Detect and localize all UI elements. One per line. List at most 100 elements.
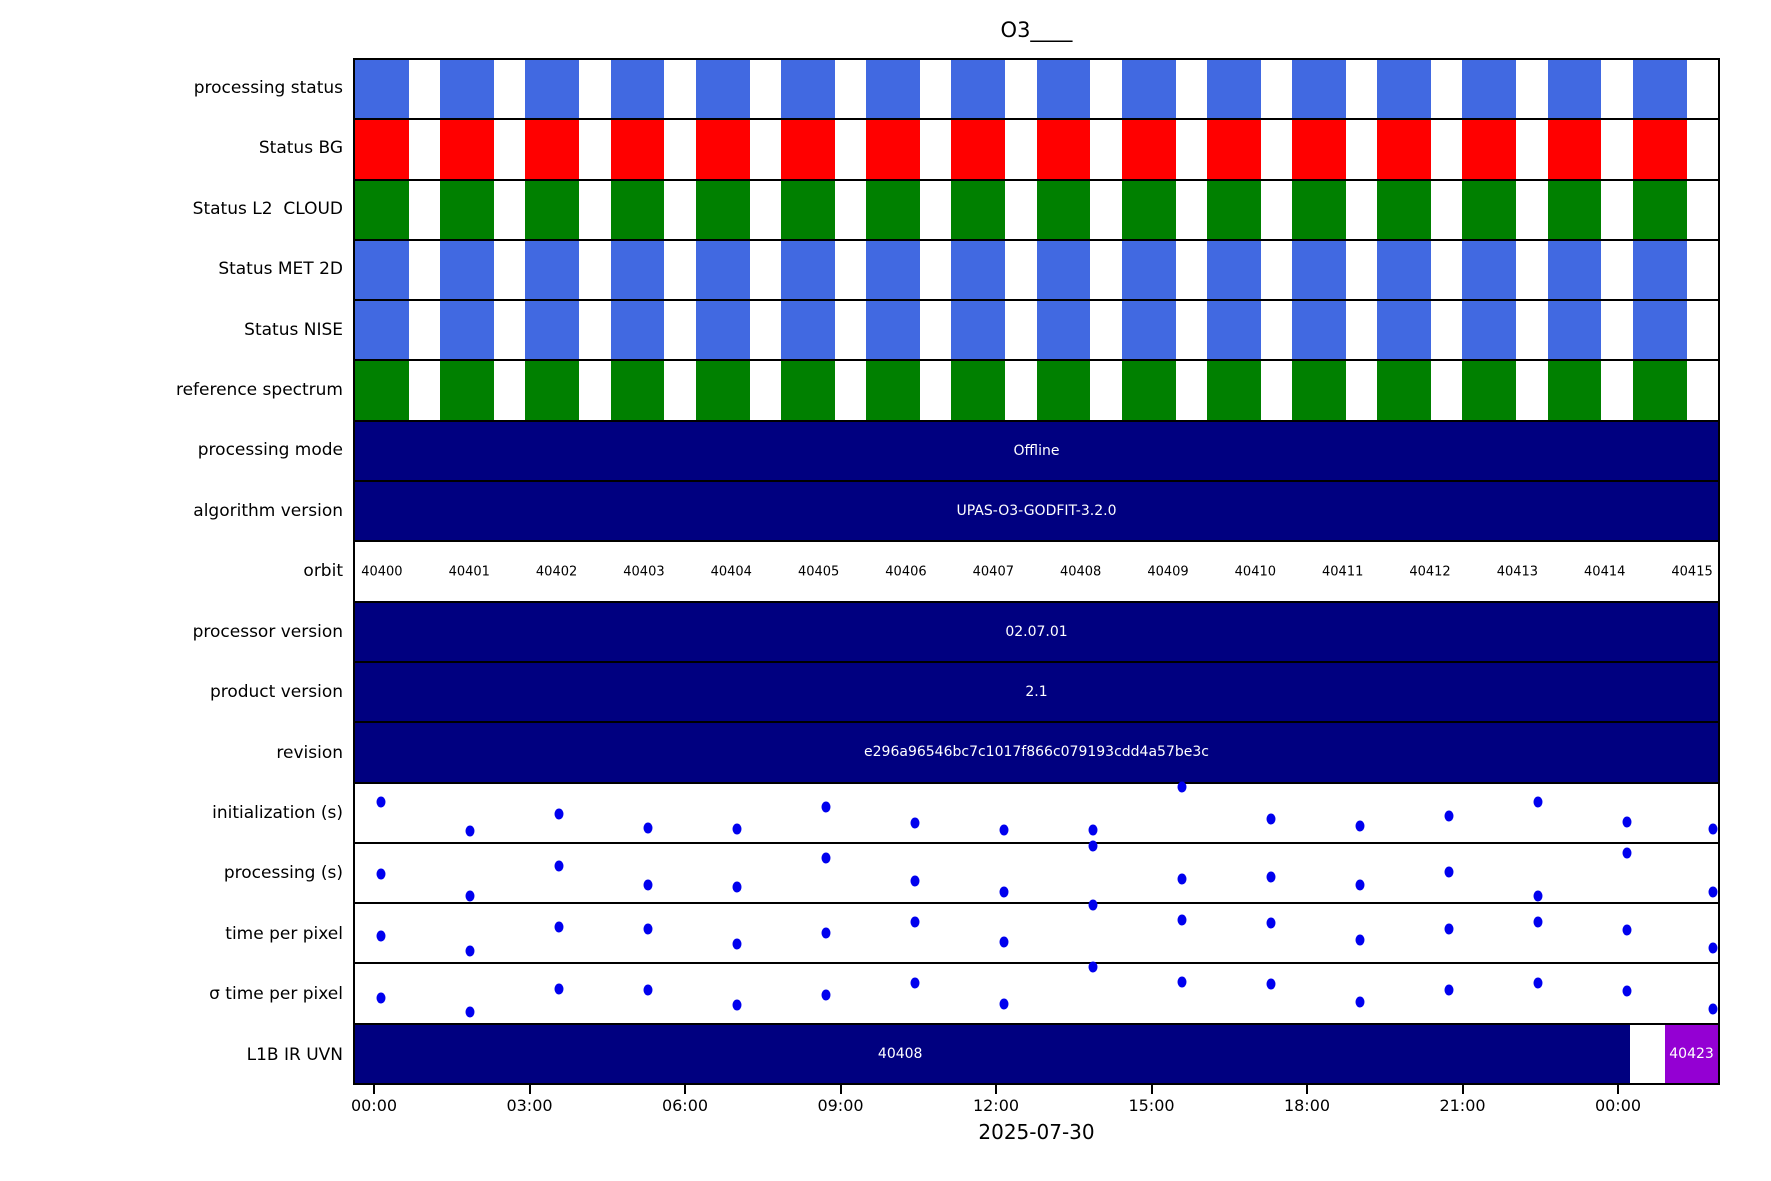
status-block [525, 361, 580, 420]
row-initialization-s [355, 781, 1718, 844]
status-block [951, 120, 1006, 179]
orbit-number: 40401 [448, 564, 490, 580]
row-label-column: processing status Status BG Status L2 CLOU… [0, 58, 343, 1085]
scatter-dot [821, 801, 831, 813]
status-block [1292, 180, 1346, 239]
orbit-number: 40410 [1234, 564, 1277, 580]
scatter-dot [643, 879, 653, 891]
scatter-dot [1266, 978, 1276, 990]
status-block [1462, 301, 1517, 360]
status-block [1036, 240, 1091, 300]
x-tick-label: 00:00 [1594, 1096, 1642, 1115]
status-block [1292, 240, 1346, 300]
status-block [695, 240, 750, 300]
scatter-dot [1444, 923, 1454, 935]
row-processing-status [355, 60, 1718, 121]
status-block [1632, 240, 1687, 300]
l1b-segment-40423 [1665, 1024, 1718, 1084]
status-block [525, 180, 580, 239]
row-label-processor-version: processor version [192, 621, 343, 642]
row-label-status-l2-cloud: Status L2 CLOUD [192, 198, 343, 219]
row-status-l2-cloud [355, 180, 1718, 241]
scatter-dot [732, 938, 742, 950]
orbit-number: 40400 [361, 564, 403, 580]
x-tick-label: 18:00 [1283, 1096, 1331, 1115]
orbit-number: 40414 [1584, 564, 1626, 580]
orbit-number: 40415 [1671, 564, 1713, 580]
row-label-orbit: orbit [303, 561, 343, 582]
row-processor-version: 02.07.01 [355, 602, 1718, 663]
status-block [1632, 120, 1687, 179]
status-block [1547, 240, 1602, 300]
x-tick-mark [684, 1085, 686, 1094]
status-block [1377, 120, 1432, 179]
l1b-value: 40408 [877, 1045, 923, 1062]
status-block [610, 361, 665, 420]
status-block [866, 120, 920, 179]
scatter-dot [910, 916, 920, 928]
status-block [780, 240, 835, 300]
scatter-dot [1708, 942, 1718, 954]
row-product-version: 2.1 [355, 662, 1718, 724]
scatter-dot [1088, 824, 1098, 836]
status-block [1292, 120, 1346, 179]
status-block [1462, 361, 1517, 420]
row-label-time-per-pixel: time per pixel [225, 923, 343, 944]
row-status-bg [355, 120, 1718, 181]
row-processing-mode: Offline [355, 421, 1718, 483]
scatter-dot [1355, 996, 1365, 1008]
scatter-dot [1622, 816, 1632, 828]
status-block [440, 361, 495, 420]
x-tick-label: 21:00 [1439, 1096, 1486, 1115]
status-block [610, 240, 665, 300]
scatter-dot [999, 824, 1009, 836]
status-block [1292, 361, 1346, 420]
scatter-dot [821, 989, 831, 1001]
status-block [1462, 120, 1517, 179]
row-orbit: 40400 40401 40402 40403 40404 40405 40406 40407… [355, 542, 1718, 603]
row-label-product-version: product version [209, 682, 343, 703]
status-block [355, 240, 409, 300]
status-block [951, 240, 1006, 300]
scatter-dot [1533, 977, 1543, 989]
status-block [610, 120, 665, 179]
row-label-revision: revision [276, 742, 343, 763]
status-block [1632, 180, 1687, 239]
scatter-dot [1622, 985, 1632, 997]
orbit-number: 40404 [710, 564, 752, 580]
row-reference-spectrum [355, 361, 1718, 422]
l1b-gap [1630, 1024, 1666, 1084]
status-block [1377, 60, 1432, 119]
x-tick-label: 06:00 [661, 1096, 709, 1115]
status-block [1036, 361, 1091, 420]
scatter-dot [1177, 976, 1187, 988]
status-block [355, 361, 409, 420]
scatter-dot [554, 983, 564, 995]
status-block [1462, 240, 1517, 300]
row-label-status-bg: Status BG [258, 138, 343, 159]
scatter-dot [910, 977, 920, 989]
x-tick-label: 09:00 [817, 1096, 864, 1115]
status-block [866, 361, 920, 420]
scatter-dot [465, 825, 475, 837]
scatter-dot [999, 886, 1009, 898]
scatter-dot [643, 923, 653, 935]
scatter-dot [465, 945, 475, 957]
status-block [780, 180, 835, 239]
status-block [1206, 361, 1261, 420]
scatter-dot [1177, 914, 1187, 926]
scatter-dot [1266, 917, 1276, 929]
scatter-dot [1355, 879, 1365, 891]
status-block [1462, 180, 1517, 239]
status-block [1632, 361, 1687, 420]
scatter-dot [1708, 823, 1718, 835]
status-block [695, 301, 750, 360]
scatter-dot [1444, 866, 1454, 878]
row-label-processing-s: processing (s) [223, 863, 343, 884]
scatter-dot [1622, 847, 1632, 859]
scatter-dot [732, 881, 742, 893]
scatter-dot [910, 817, 920, 829]
status-block [1036, 60, 1091, 119]
scatter-dot [1444, 984, 1454, 996]
orbit-number: 40403 [623, 564, 665, 580]
